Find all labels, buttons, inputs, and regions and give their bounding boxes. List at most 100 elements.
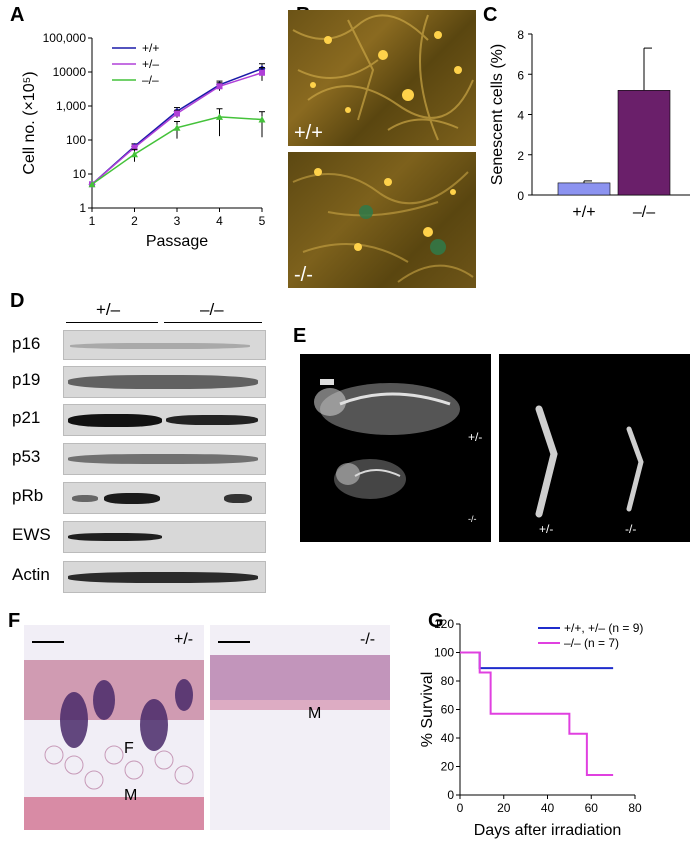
blot-group-ko: –/– <box>200 300 224 319</box>
blot-band <box>72 495 98 502</box>
growth-curve-chart: 1 10 100 1,000 10000 100,000 1 2 3 4 5 Passage Cell … <box>21 31 266 250</box>
micrograph-ko: -/- <box>288 152 476 288</box>
micrograph-wt: +/+ <box>288 10 476 146</box>
data-point <box>216 113 223 120</box>
xray-mice-drawing <box>314 379 460 499</box>
x-tick-label: 20 <box>497 801 511 815</box>
histology-het: +/- F M <box>24 625 204 830</box>
x-tick-label: 4 <box>216 214 223 228</box>
xray-label-ko-limb: -/- <box>625 522 637 536</box>
survival-curve <box>460 651 614 777</box>
y-tick-label: 10 <box>73 167 87 181</box>
y-tick-label: 6 <box>517 68 524 82</box>
blot-band <box>70 343 250 349</box>
blot-band <box>68 414 162 427</box>
blot-actin <box>63 561 266 593</box>
panel-letter-c: C <box>483 4 498 26</box>
histology-ko: -/- M <box>210 625 390 830</box>
x-tick-label: 2 <box>131 214 138 228</box>
legend-label: +/+, +/– (n = 9) <box>564 621 643 635</box>
blot-label-p21: p21 <box>12 408 41 427</box>
survival-chart: 0 20 40 60 80 100 120 0 20 40 60 80 Days after irrad… <box>420 617 643 839</box>
data-point <box>174 110 180 117</box>
y-tick-label: 8 <box>517 28 524 42</box>
histology-het-muscle-mark: M <box>124 787 138 804</box>
western-blot-panel: +/– –/– p16 p19 p21 p53 pRb EWS Actin <box>0 300 275 600</box>
data-point <box>216 83 223 90</box>
blot-prb <box>63 482 266 514</box>
data-point <box>259 69 265 76</box>
xray-label-ko-body: -/- <box>468 514 477 524</box>
y-tick-label: 100 <box>434 646 454 660</box>
blot-band <box>104 493 160 504</box>
y-tick-label: 10000 <box>53 65 87 79</box>
data-point <box>131 144 138 151</box>
blot-p21 <box>63 404 266 436</box>
xray-limbs: +/- -/- <box>499 354 690 542</box>
survival-curve <box>460 651 614 670</box>
data-point <box>258 116 266 123</box>
data-point <box>173 124 181 131</box>
blot-label-actin: Actin <box>12 565 50 584</box>
micrograph-ko-label: -/- <box>294 264 313 286</box>
xray-label-het-limb: +/- <box>539 522 554 536</box>
x-tick-label: +/+ <box>572 204 595 221</box>
senescence-bar-chart: 0 2 4 6 8 Senescent cells (%) +/+ –/– <box>489 28 690 221</box>
micrograph-wt-label: +/+ <box>294 122 323 144</box>
x-tick-label: 1 <box>89 214 96 228</box>
y-tick-label: 80 <box>441 674 455 688</box>
histology-ko-genotype: -/- <box>360 631 376 648</box>
histology-het-fat-mark: F <box>124 740 134 757</box>
x-tick-label: 40 <box>541 801 555 815</box>
blot-group-het-line <box>66 322 158 323</box>
blot-band <box>68 454 258 464</box>
y-axis-label: % Survival <box>420 672 436 748</box>
xray-label-het-body: +/- <box>468 430 483 444</box>
histology-ko-muscle-mark: M <box>308 705 322 722</box>
y-tick-label: 120 <box>434 617 454 631</box>
y-axis-label: Cell no. (×10⁵) <box>21 71 38 174</box>
legend-label: +/+ <box>142 41 159 55</box>
panel-letter-e: E <box>293 325 307 347</box>
legend-label: –/– (n = 7) <box>564 636 619 650</box>
x-axis-label: Passage <box>146 233 208 250</box>
blot-band <box>224 494 252 503</box>
histology-ko-drawing <box>210 641 390 710</box>
blot-band <box>166 415 258 425</box>
y-tick-label: 100,000 <box>43 31 87 45</box>
bar <box>557 182 611 196</box>
y-tick-label: 60 <box>441 703 455 717</box>
panel-letter-f: F <box>8 610 21 632</box>
x-tick-label: 3 <box>174 214 181 228</box>
histology-het-genotype: +/- <box>174 631 194 648</box>
blot-p19 <box>63 366 266 398</box>
y-tick-label: 20 <box>441 760 455 774</box>
x-tick-label: 80 <box>628 801 642 815</box>
blot-label-p16: p16 <box>12 334 41 353</box>
blot-label-ews: EWS <box>12 525 51 544</box>
y-tick-label: 4 <box>517 109 524 123</box>
blot-label-prb: pRb <box>12 486 44 505</box>
legend-label: +/– <box>142 57 159 71</box>
x-axis-label: Days after irradiation <box>474 822 622 839</box>
panel-letter-d: D <box>10 290 25 312</box>
y-tick-label: 1,000 <box>56 99 86 113</box>
blot-ews <box>63 521 266 553</box>
y-tick-label: 1 <box>79 201 86 215</box>
panel-letter-a: A <box>10 4 25 26</box>
y-tick-label: 0 <box>517 189 524 203</box>
blot-band <box>68 572 258 583</box>
data-point <box>131 150 138 158</box>
histology-het-drawing <box>24 641 204 830</box>
legend-label: –/– <box>142 73 159 87</box>
xray-bones-drawing <box>535 405 644 518</box>
blot-p53 <box>63 443 266 475</box>
x-tick-label: 60 <box>585 801 599 815</box>
y-tick-label: 40 <box>441 731 455 745</box>
cell-texture-wt <box>292 14 474 141</box>
x-tick-label: –/– <box>633 204 655 221</box>
y-tick-label: 2 <box>517 149 524 163</box>
blot-label-p19: p19 <box>12 370 41 389</box>
panel-letter-g: G <box>428 610 444 632</box>
y-axis-label: Senescent cells (%) <box>489 44 506 185</box>
